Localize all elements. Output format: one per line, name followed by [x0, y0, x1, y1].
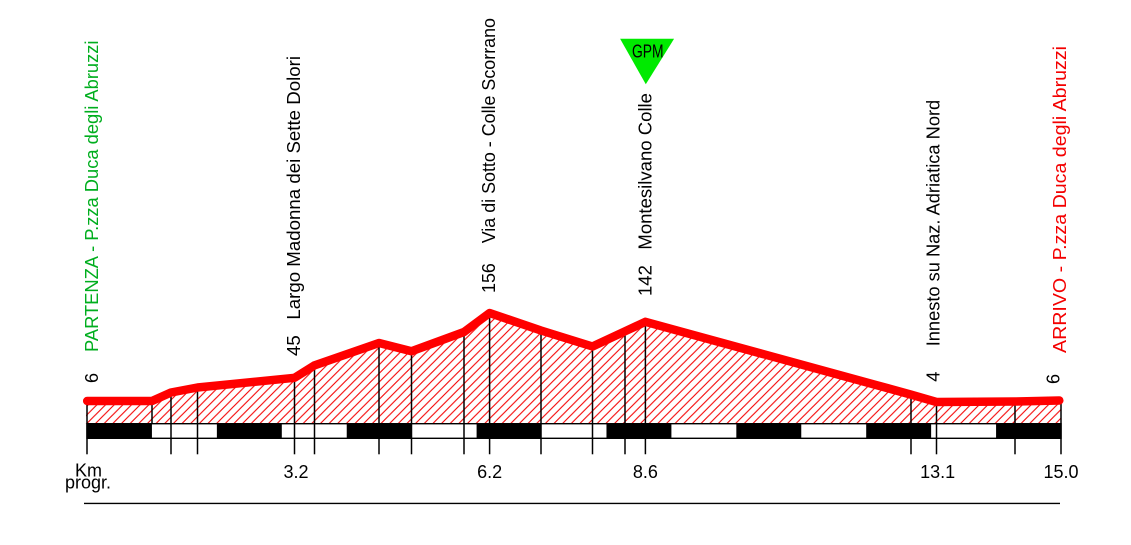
svg-text:4 Innesto su Naz. Adriatic: 4 Innesto su Naz. Adriatica Nord — [924, 100, 944, 382]
svg-text:6.2: 6.2 — [477, 462, 502, 482]
svg-text:3.2: 3.2 — [283, 462, 308, 482]
svg-text:142 Montesilvano Colle: 142 Montesilvano Colle — [636, 93, 656, 296]
svg-text:8.6: 8.6 — [633, 462, 658, 482]
svg-text:ARRIVO - P.zza Duca degli Abru: ARRIVO - P.zza Duca degli Abruzzi — [1050, 46, 1070, 353]
svg-text:45 Largo Madonna dei Sette D: 45 Largo Madonna dei Sette Dolori — [284, 56, 304, 356]
svg-text:156 Via di Sotto - Colle Sc: 156 Via di Sotto - Colle Scorrano — [479, 18, 499, 293]
svg-text:PARTENZA - P.zza Duca degli Ab: PARTENZA - P.zza Duca degli Abruzzi — [82, 41, 102, 353]
svg-text:6: 6 — [1044, 374, 1064, 384]
svg-text:15.0: 15.0 — [1043, 462, 1078, 482]
svg-text:GPM: GPM — [632, 42, 664, 62]
svg-text:13.1: 13.1 — [920, 462, 955, 482]
svg-text:Km: Km — [75, 461, 102, 481]
svg-text:progr.: progr. — [65, 473, 111, 493]
svg-text:6: 6 — [82, 373, 102, 383]
